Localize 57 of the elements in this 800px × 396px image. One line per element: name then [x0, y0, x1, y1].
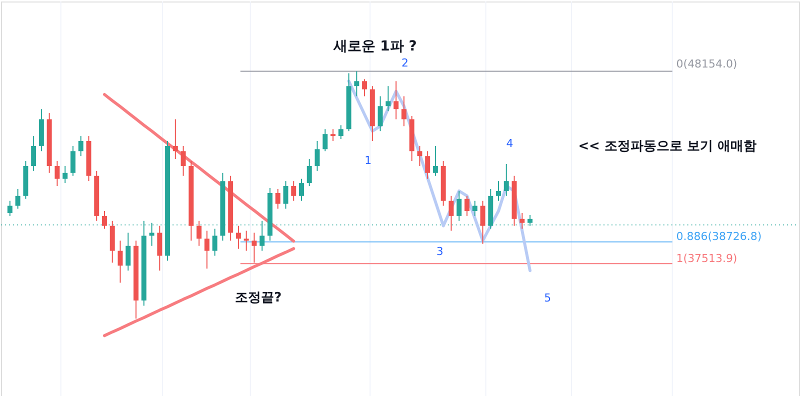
- candlestick: [322, 128, 328, 152]
- candlestick: [338, 124, 344, 140]
- candlestick: [362, 78, 368, 97]
- candlestick: [15, 188, 20, 210]
- candlestick: [236, 225, 241, 250]
- candlestick: [472, 200, 478, 216]
- candlestick: [432, 145, 438, 176]
- text: 1(37513.9): [676, 252, 738, 265]
- candlestick: [62, 165, 68, 184]
- candlestick: [102, 210, 107, 230]
- candlestick: [54, 160, 60, 187]
- candlestick: [528, 214, 533, 226]
- candlestick: [204, 230, 210, 270]
- candlestick: [212, 228, 218, 256]
- candlestick: [354, 70, 360, 97]
- candlestick: [504, 164, 509, 196]
- candlestick: [244, 230, 249, 252]
- candlestick: [520, 212, 525, 230]
- candlestick: [448, 195, 454, 232]
- candlestick: [180, 145, 186, 176]
- text: << 조정파동으로 보기 애매함: [578, 139, 756, 154]
- chart-title: 새로운 1파 ?: [332, 38, 417, 54]
- candlestick: [196, 220, 202, 246]
- candlestick: [330, 128, 336, 142]
- text: 2: [401, 56, 408, 70]
- candlestick: [78, 136, 84, 157]
- annotation: 조정끝?: [235, 290, 282, 306]
- text: 0.886(38726.8): [676, 230, 762, 243]
- candlestick: [157, 225, 162, 272]
- text: 0(48154.0): [676, 57, 738, 70]
- candlestick: [299, 178, 304, 202]
- candlestick: [394, 80, 399, 120]
- candlestick: [386, 86, 391, 112]
- candlestick: [7, 200, 12, 216]
- candlestick: [260, 220, 265, 252]
- candlestick: [252, 232, 257, 264]
- annotation: 1: [364, 154, 372, 168]
- annotation: 4: [506, 137, 514, 150]
- candlestick: [480, 200, 486, 244]
- candlestick: [378, 96, 383, 132]
- text: 5: [544, 292, 552, 305]
- candlestick: [31, 136, 36, 172]
- candlestick: [283, 180, 288, 210]
- candlestick: [456, 190, 462, 222]
- candlestick: [291, 180, 296, 202]
- candlestick: [126, 232, 131, 272]
- candlestick: [417, 145, 422, 166]
- candlestick: [172, 118, 178, 160]
- candlestick: [306, 158, 312, 187]
- candlestick: [425, 150, 430, 180]
- candlestick: [464, 195, 470, 216]
- candlestick: [496, 180, 501, 202]
- annotation: 3: [436, 244, 444, 258]
- candlestick: [275, 188, 280, 210]
- candlestick: [314, 140, 320, 172]
- candlestick: [70, 145, 76, 176]
- candlestick: [401, 96, 406, 127]
